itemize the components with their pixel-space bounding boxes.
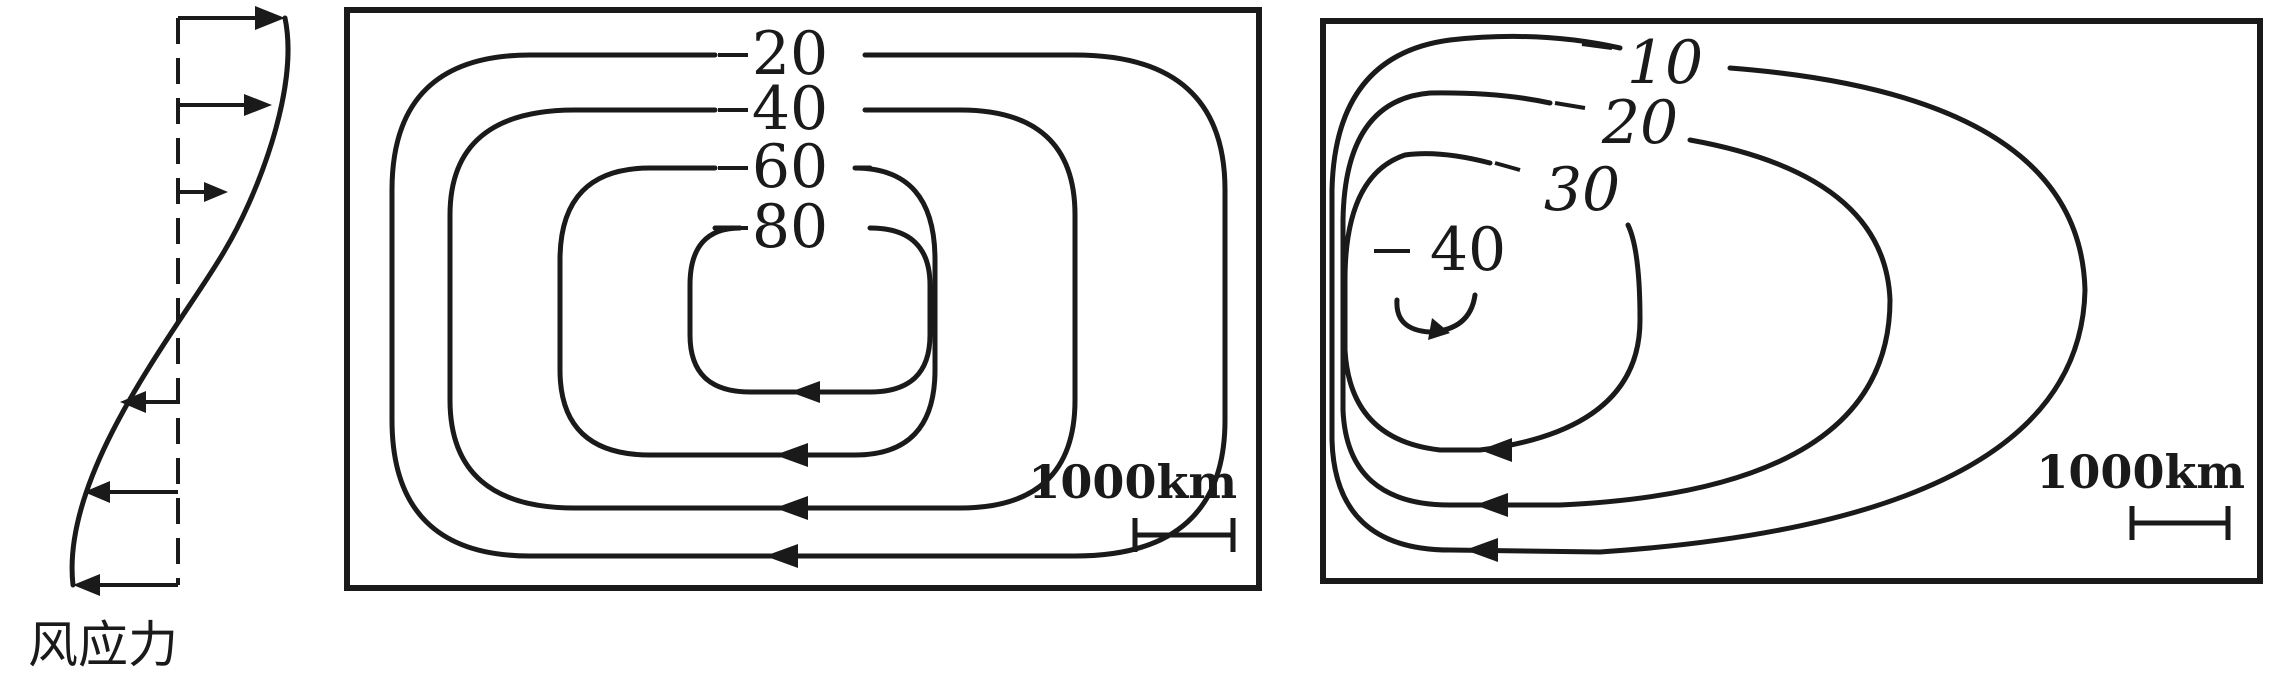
contour-label: 40 bbox=[752, 74, 828, 144]
contour-b-20: 20 bbox=[1340, 88, 1893, 517]
contour-b-40: 40 bbox=[1374, 215, 1506, 340]
wind-stress-arrow-east bbox=[178, 94, 272, 116]
contour-b-30: 30 bbox=[1342, 151, 1643, 462]
wind-stress-label: 风应力 bbox=[28, 616, 178, 674]
flow-arrow bbox=[765, 544, 798, 568]
scale-label: 1000km bbox=[2036, 445, 2245, 499]
flow-arrow bbox=[1465, 538, 1498, 562]
scale-bar-b: 1000km bbox=[2036, 445, 2245, 540]
panel-a: 20 40 60 80 1000km bbox=[344, 7, 1262, 591]
contour-label: 40 bbox=[1430, 215, 1506, 285]
panel-a-frame bbox=[344, 7, 1262, 591]
contour-a-40: 40 bbox=[447, 74, 1078, 520]
contour-a-60: 60 bbox=[557, 132, 938, 467]
flow-arrow bbox=[1480, 438, 1512, 462]
wind-stress-profile: 风应力 bbox=[28, 6, 291, 674]
scale-bar-a: 1000km bbox=[1028, 455, 1237, 552]
contour-label: 30 bbox=[1544, 155, 1620, 225]
flow-arrow bbox=[790, 381, 820, 403]
wind-stress-arrow-east bbox=[178, 6, 285, 30]
flow-arrow bbox=[1475, 493, 1508, 517]
wind-stress-arrow-west bbox=[84, 481, 178, 503]
contour-b-10: 10 bbox=[1329, 28, 2088, 562]
flow-arrow bbox=[1428, 318, 1450, 340]
wind-stress-curve bbox=[69, 15, 291, 588]
wind-stress-arrow-west bbox=[73, 574, 178, 596]
scale-label: 1000km bbox=[1028, 455, 1237, 509]
flow-arrow bbox=[775, 443, 808, 467]
contour-label: 20 bbox=[1601, 88, 1678, 158]
contour-label: 60 bbox=[752, 132, 828, 202]
contour-label: 80 bbox=[752, 192, 828, 262]
panel-b: 10 20 30 40 1000km bbox=[1320, 18, 2263, 584]
flow-arrow bbox=[775, 496, 808, 520]
panel-b-frame bbox=[1320, 18, 2263, 584]
contour-a-20: 20 bbox=[389, 19, 1228, 568]
wind-stress-arrow-west bbox=[120, 391, 178, 413]
wind-stress-arrow-east bbox=[178, 182, 228, 202]
contour-label: 10 bbox=[1627, 28, 1703, 98]
contour-label: 20 bbox=[752, 19, 828, 89]
contour-a-80: 80 bbox=[687, 192, 933, 403]
